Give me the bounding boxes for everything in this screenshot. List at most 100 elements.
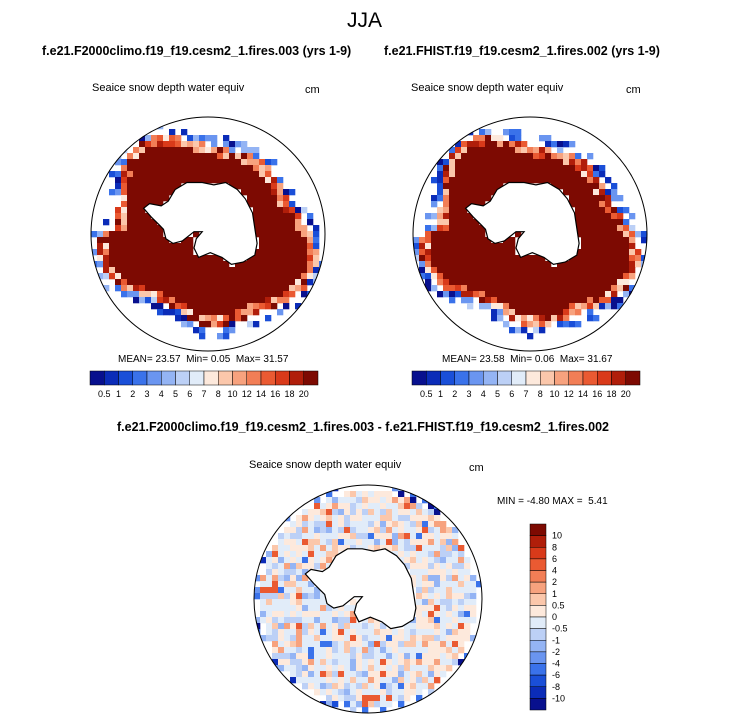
grid-cell — [320, 677, 327, 684]
grid-cell — [277, 273, 284, 280]
left-map — [91, 123, 325, 340]
grid-cell — [539, 255, 546, 262]
grid-cell — [470, 617, 477, 624]
grid-cell — [199, 285, 206, 292]
grid-cell — [563, 177, 570, 184]
grid-cell — [271, 231, 278, 238]
grid-cell — [278, 599, 285, 606]
grid-cell — [326, 605, 333, 612]
grid-cell — [139, 249, 146, 256]
grid-cell — [338, 641, 345, 648]
grid-cell — [533, 309, 540, 316]
grid-cell — [247, 189, 254, 196]
grid-cell — [229, 273, 236, 280]
grid-cell — [563, 189, 570, 196]
grid-cell — [485, 153, 492, 160]
grid-cell — [410, 569, 417, 576]
grid-cell — [461, 165, 468, 172]
grid-cell — [241, 159, 248, 166]
grid-cell — [455, 261, 462, 268]
grid-cell — [404, 677, 411, 684]
grid-cell — [368, 521, 375, 528]
grid-cell — [247, 321, 254, 328]
grid-cell — [259, 285, 266, 292]
grid-cell — [151, 189, 158, 196]
grid-cell — [392, 647, 399, 654]
grid-cell — [434, 605, 441, 612]
grid-cell — [241, 273, 248, 280]
grid-cell — [515, 327, 522, 334]
grid-cell — [332, 521, 339, 528]
grid-cell — [362, 671, 369, 678]
grid-cell — [380, 497, 387, 504]
grid-cell — [437, 165, 444, 172]
grid-cell — [437, 189, 444, 196]
grid-cell — [259, 189, 266, 196]
right-colorbar-swatch — [540, 370, 555, 386]
grid-cell — [284, 545, 291, 552]
grid-cell — [265, 267, 272, 274]
grid-cell — [97, 273, 104, 280]
grid-cell — [386, 539, 393, 546]
left-panel-case-title: f.e21.F2000climo.f19_f19.cesm2_1.fires.0… — [42, 44, 352, 58]
grid-cell — [326, 515, 333, 522]
grid-cell — [443, 177, 450, 184]
grid-cell — [169, 171, 176, 178]
grid-cell — [145, 147, 152, 154]
grid-cell — [449, 273, 456, 280]
grid-cell — [157, 159, 164, 166]
grid-cell — [449, 147, 456, 154]
grid-cell — [461, 183, 468, 190]
grid-cell — [386, 671, 393, 678]
grid-cell — [449, 285, 456, 292]
grid-cell — [458, 659, 465, 666]
grid-cell — [145, 249, 152, 256]
grid-cell — [283, 255, 290, 262]
grid-cell — [431, 201, 438, 208]
grid-cell — [563, 141, 570, 148]
grid-cell — [515, 273, 522, 280]
grid-cell — [398, 509, 405, 516]
grid-cell — [235, 171, 242, 178]
grid-cell — [133, 177, 140, 184]
grid-cell — [455, 273, 462, 280]
grid-cell — [157, 273, 164, 280]
grid-cell — [557, 261, 564, 268]
grid-cell — [587, 261, 594, 268]
grid-cell — [356, 623, 363, 630]
grid-cell — [629, 255, 636, 262]
grid-cell — [368, 491, 375, 498]
grid-cell — [443, 291, 450, 298]
grid-cell — [139, 207, 146, 214]
grid-cell — [199, 303, 206, 310]
grid-cell — [344, 683, 351, 690]
grid-cell — [332, 677, 339, 684]
grid-cell — [479, 147, 486, 154]
grid-cell — [97, 249, 104, 256]
grid-cell — [464, 599, 471, 606]
grid-cell — [605, 261, 612, 268]
grid-cell — [485, 261, 492, 268]
grid-cell — [503, 297, 510, 304]
grid-cell — [509, 129, 516, 136]
grid-cell — [605, 225, 612, 232]
grid-cell — [575, 183, 582, 190]
max-value: 31.67 — [587, 354, 613, 365]
grid-cell — [356, 509, 363, 516]
grid-cell — [307, 243, 314, 250]
grid-cell — [473, 273, 480, 280]
grid-cell — [455, 195, 462, 202]
grid-cell — [491, 141, 498, 148]
grid-cell — [157, 255, 164, 262]
grid-cell — [440, 629, 447, 636]
grid-cell — [302, 611, 309, 618]
grid-cell — [253, 273, 260, 280]
grid-cell — [127, 159, 134, 166]
grid-cell — [223, 315, 230, 322]
grid-cell — [314, 605, 321, 612]
grid-cell — [611, 243, 618, 250]
grid-cell — [302, 659, 309, 666]
grid-cell — [392, 641, 399, 648]
grid-cell — [605, 249, 612, 256]
right-colorbar-swatch — [582, 370, 598, 386]
